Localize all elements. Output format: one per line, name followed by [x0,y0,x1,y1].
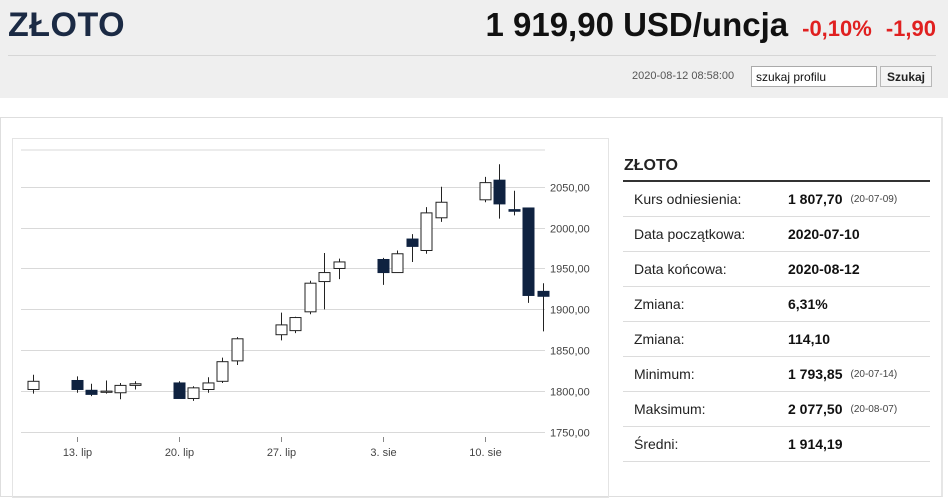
stat-row: Maksimum: 2 077,50 (20-08-07) [623,392,930,427]
candle-body-down [522,207,535,296]
stat-value: 1 914,19 [788,436,843,452]
stat-label: Data końcowa: [634,261,727,277]
candle-body-up [333,261,346,269]
candle-body-up [289,317,302,332]
stat-label: Maksimum: [634,401,706,417]
chart-frame: 1750,00 1800,00 1850,00 1900,00 1950,00 2000,… [12,138,609,498]
stat-label: Kurs odniesienia: [634,191,742,207]
candle-body-up [187,387,200,399]
stat-value: 6,31% [788,296,828,312]
header-bar: ZŁOTO 1 919,90 USD/uncja -0,10% -1,90 20… [0,0,948,98]
candle-body-down [493,179,506,205]
candle-body-up [318,272,331,283]
x-tick-label: 20. lip [165,447,194,459]
candle-body-down [173,382,186,399]
y-tick-label: 2000,00 [550,224,590,236]
change-absolute: -1,90 [885,16,936,41]
candle-body-up [216,361,229,382]
page-title: ZŁOTO [8,6,126,44]
candle-body-up [129,383,142,386]
stat-value: 2 077,50 [788,401,843,417]
x-tick-label: 27. lip [267,447,296,459]
stat-row: Minimum: 1 793,85 (20-07-14) [623,357,930,392]
price-value: 1 919,90 USD/uncja [485,6,789,43]
stat-label: Data początkowa: [634,226,746,242]
stat-label: Minimum: [634,366,695,382]
stat-value: 114,10 [788,331,831,347]
candle-body-up [231,338,244,362]
stat-date: (20-07-14) [850,368,898,380]
stat-label: Zmiana: [634,331,685,347]
candle-body-down [508,209,521,212]
candle-body-up [275,324,288,336]
search-input[interactable] [751,66,877,87]
y-tick-label: 1900,00 [550,305,590,317]
candle-body-down [71,379,84,390]
candle-body-up [479,182,492,201]
stat-date: (20-08-07) [850,403,898,415]
stats-panel: ZŁOTO Kurs odniesienia: 1 807,70 (20-07-09… [623,152,930,462]
candle-body-down [85,389,98,395]
search-button[interactable]: Szukaj [880,66,932,87]
candle-body-up [27,380,40,390]
stat-row: Zmiana: 114,10 [623,322,930,357]
candle-body-up [391,253,404,274]
candle-body-up [304,282,317,313]
y-tick-label: 1850,00 [550,346,590,358]
y-tick-label: 1950,00 [550,264,590,276]
y-tick-label: 2050,00 [550,183,590,195]
change-percent: -0,10% [802,16,872,41]
stat-row: Średni: 1 914,19 [623,427,930,462]
stat-row: Kurs odniesienia: 1 807,70 (20-07-09) [623,182,930,217]
stat-row: Data początkowa: 2020-07-10 [623,217,930,252]
candle-body-down [537,290,550,297]
candle-body-up [100,390,113,393]
candle-body-up [202,382,215,390]
stat-label: Średni: [634,436,679,452]
x-tick-label: 3. sie [370,447,396,459]
stat-row: Zmiana: 6,31% [623,287,930,322]
x-tick-label: 10. sie [469,447,501,459]
y-tick-label: 1800,00 [550,387,590,399]
candle-body-up [114,384,127,394]
candle-body-down [377,258,390,274]
timestamp: 2020-08-12 08:58:00 [632,70,735,82]
y-tick-label: 1750,00 [550,428,590,440]
candle-body-up [420,212,433,251]
stat-value: 2020-08-12 [788,261,860,277]
x-tick-label: 13. lip [63,447,92,459]
header-divider [8,55,936,56]
stat-value: 2020-07-10 [788,226,860,242]
price-group: 1 919,90 USD/uncja -0,10% -1,90 [485,6,936,44]
stat-value: 1 807,70 [788,191,843,207]
stats-rows: Kurs odniesienia: 1 807,70 (20-07-09) Data … [623,182,930,462]
candle-body-down [406,238,419,247]
stat-row: Data końcowa: 2020-08-12 [623,252,930,287]
stat-label: Zmiana: [634,296,685,312]
candle-body-up [435,201,448,219]
stat-value: 1 793,85 [788,366,843,382]
candlestick-chart: 1750,00 1800,00 1850,00 1900,00 1950,00 2000,… [21,149,590,459]
stat-date: (20-07-09) [850,193,898,205]
stats-title: ZŁOTO [623,152,930,182]
